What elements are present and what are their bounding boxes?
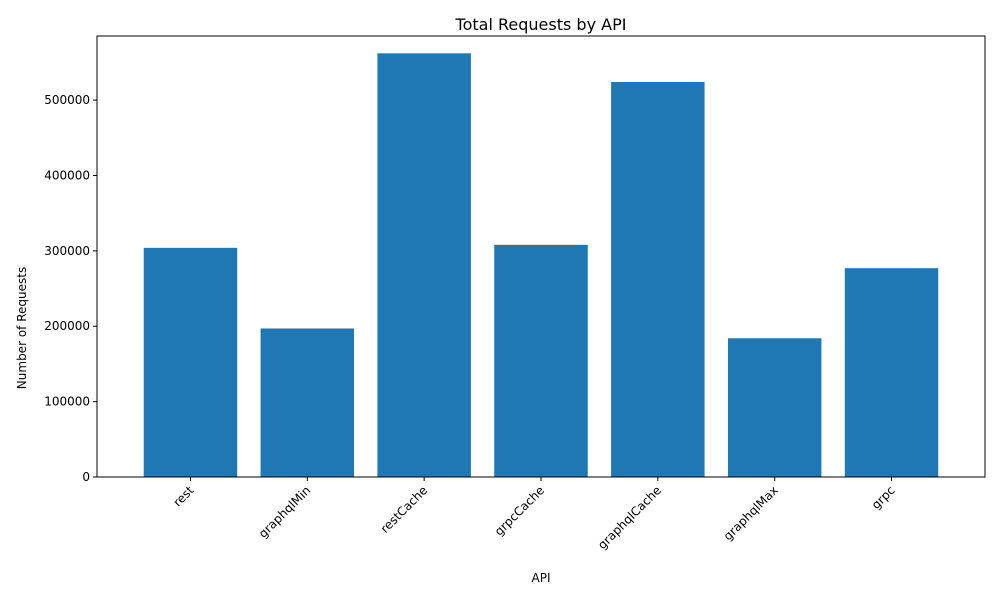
y-axis-label: Number of Requests: [15, 267, 29, 389]
y-tick-label: 0: [82, 470, 90, 484]
bar-grpcCache: [494, 244, 588, 477]
y-tick-label: 200000: [44, 319, 90, 333]
bar-grpc: [844, 268, 939, 477]
bars-group: [143, 53, 939, 477]
x-axis-label: API: [532, 571, 551, 585]
bar-restCache: [377, 53, 471, 477]
y-tick-label: 300000: [44, 244, 90, 258]
bar-rest: [143, 247, 238, 477]
bar-graphqlMin: [260, 328, 355, 477]
bar-graphqlCache: [611, 81, 705, 477]
plot-frame: [96, 35, 986, 478]
y-ticks-group: 0 100000 200000 300000 400000 500000: [44, 93, 97, 484]
bar-graphqlMax: [727, 338, 822, 477]
y-tick-label: 400000: [44, 168, 90, 182]
y-tick-label: 100000: [44, 395, 90, 409]
y-tick-label: 500000: [44, 93, 90, 107]
chart-title: Total Requests by API: [455, 15, 627, 34]
